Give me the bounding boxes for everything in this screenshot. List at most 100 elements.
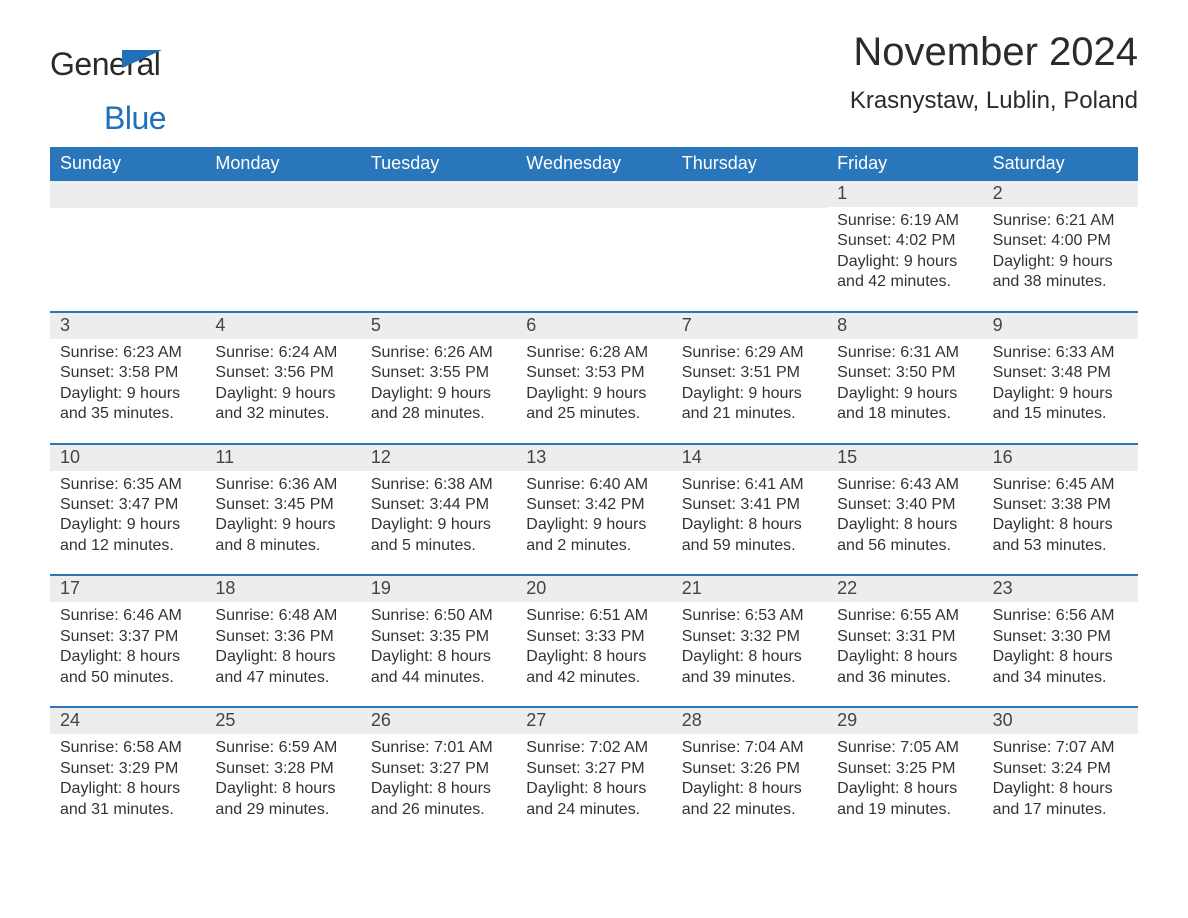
daylight-line1: Daylight: 9 hours: [371, 384, 506, 404]
day-number: 30: [983, 708, 1138, 734]
day-number: 13: [516, 445, 671, 471]
calendar-day: 27Sunrise: 7:02 AMSunset: 3:27 PMDayligh…: [516, 708, 671, 838]
sunrise: Sunrise: 6:45 AM: [993, 475, 1128, 495]
sunrise: Sunrise: 6:46 AM: [60, 606, 195, 626]
empty-day-bar: [361, 181, 516, 208]
calendar-day: 5Sunrise: 6:26 AMSunset: 3:55 PMDaylight…: [361, 313, 516, 443]
calendar-day: [516, 181, 671, 311]
day-body: Sunrise: 7:02 AMSunset: 3:27 PMDaylight:…: [516, 734, 671, 820]
day-number: 6: [516, 313, 671, 339]
sunrise: Sunrise: 6:24 AM: [215, 343, 350, 363]
calendar-week: 17Sunrise: 6:46 AMSunset: 3:37 PMDayligh…: [50, 574, 1138, 706]
day-body: Sunrise: 6:43 AMSunset: 3:40 PMDaylight:…: [827, 471, 982, 557]
daylight-line2: and 15 minutes.: [993, 404, 1128, 424]
sunset: Sunset: 3:58 PM: [60, 363, 195, 383]
calendar-day: [361, 181, 516, 311]
sunset: Sunset: 3:50 PM: [837, 363, 972, 383]
day-number: 26: [361, 708, 516, 734]
sunset: Sunset: 3:41 PM: [682, 495, 817, 515]
day-number: 12: [361, 445, 516, 471]
sunrise: Sunrise: 6:59 AM: [215, 738, 350, 758]
sunset: Sunset: 3:30 PM: [993, 627, 1128, 647]
calendar-day: 11Sunrise: 6:36 AMSunset: 3:45 PMDayligh…: [205, 445, 360, 575]
calendar-week: 1Sunrise: 6:19 AMSunset: 4:02 PMDaylight…: [50, 181, 1138, 311]
sunset: Sunset: 3:44 PM: [371, 495, 506, 515]
sunrise: Sunrise: 6:21 AM: [993, 211, 1128, 231]
sunset: Sunset: 3:45 PM: [215, 495, 350, 515]
daylight-line2: and 56 minutes.: [837, 536, 972, 556]
daylight-line1: Daylight: 9 hours: [993, 252, 1128, 272]
sunset: Sunset: 3:32 PM: [682, 627, 817, 647]
sunrise: Sunrise: 6:53 AM: [682, 606, 817, 626]
daylight-line1: Daylight: 8 hours: [371, 779, 506, 799]
calendar-day: 13Sunrise: 6:40 AMSunset: 3:42 PMDayligh…: [516, 445, 671, 575]
day-body: Sunrise: 7:05 AMSunset: 3:25 PMDaylight:…: [827, 734, 982, 820]
calendar-day: 24Sunrise: 6:58 AMSunset: 3:29 PMDayligh…: [50, 708, 205, 838]
daylight-line2: and 22 minutes.: [682, 800, 817, 820]
location-text: Krasnystaw, Lublin, Poland: [850, 87, 1138, 115]
calendar-day: 6Sunrise: 6:28 AMSunset: 3:53 PMDaylight…: [516, 313, 671, 443]
daylight-line2: and 12 minutes.: [60, 536, 195, 556]
daylight-line2: and 50 minutes.: [60, 668, 195, 688]
title-block: November 2024 Krasnystaw, Lublin, Poland: [850, 30, 1138, 115]
daylight-line1: Daylight: 8 hours: [60, 647, 195, 667]
sunset: Sunset: 3:33 PM: [526, 627, 661, 647]
empty-day-bar: [205, 181, 360, 208]
calendar-day: 25Sunrise: 6:59 AMSunset: 3:28 PMDayligh…: [205, 708, 360, 838]
sunrise: Sunrise: 6:26 AM: [371, 343, 506, 363]
daylight-line1: Daylight: 9 hours: [215, 515, 350, 535]
daylight-line1: Daylight: 8 hours: [993, 779, 1128, 799]
sunset: Sunset: 3:29 PM: [60, 759, 195, 779]
sunrise: Sunrise: 6:56 AM: [993, 606, 1128, 626]
day-number: 22: [827, 576, 982, 602]
weekday-saturday: Saturday: [983, 147, 1138, 181]
sunset: Sunset: 3:42 PM: [526, 495, 661, 515]
day-body: Sunrise: 6:58 AMSunset: 3:29 PMDaylight:…: [50, 734, 205, 820]
day-body: Sunrise: 6:26 AMSunset: 3:55 PMDaylight:…: [361, 339, 516, 425]
daylight-line1: Daylight: 9 hours: [837, 384, 972, 404]
day-body: Sunrise: 6:53 AMSunset: 3:32 PMDaylight:…: [672, 602, 827, 688]
daylight-line1: Daylight: 8 hours: [682, 647, 817, 667]
empty-day-bar: [516, 181, 671, 208]
flag-icon: [122, 50, 162, 68]
sunrise: Sunrise: 6:35 AM: [60, 475, 195, 495]
day-number: 3: [50, 313, 205, 339]
daylight-line1: Daylight: 9 hours: [993, 384, 1128, 404]
calendar-day: 22Sunrise: 6:55 AMSunset: 3:31 PMDayligh…: [827, 576, 982, 706]
day-number: 7: [672, 313, 827, 339]
day-body: Sunrise: 6:24 AMSunset: 3:56 PMDaylight:…: [205, 339, 360, 425]
daylight-line2: and 29 minutes.: [215, 800, 350, 820]
weekday-thursday: Thursday: [672, 147, 827, 181]
day-number: 11: [205, 445, 360, 471]
calendar-day: 9Sunrise: 6:33 AMSunset: 3:48 PMDaylight…: [983, 313, 1138, 443]
sunrise: Sunrise: 7:05 AM: [837, 738, 972, 758]
day-body: Sunrise: 6:19 AMSunset: 4:02 PMDaylight:…: [827, 207, 982, 293]
weekday-friday: Friday: [827, 147, 982, 181]
day-number: 29: [827, 708, 982, 734]
sunrise: Sunrise: 6:58 AM: [60, 738, 195, 758]
calendar: Sunday Monday Tuesday Wednesday Thursday…: [50, 147, 1138, 838]
day-number: 23: [983, 576, 1138, 602]
daylight-line2: and 32 minutes.: [215, 404, 350, 424]
sunrise: Sunrise: 7:07 AM: [993, 738, 1128, 758]
calendar-day: 4Sunrise: 6:24 AMSunset: 3:56 PMDaylight…: [205, 313, 360, 443]
weekday-sunday: Sunday: [50, 147, 205, 181]
day-number: 25: [205, 708, 360, 734]
calendar-day: 29Sunrise: 7:05 AMSunset: 3:25 PMDayligh…: [827, 708, 982, 838]
daylight-line2: and 39 minutes.: [682, 668, 817, 688]
day-body: Sunrise: 6:50 AMSunset: 3:35 PMDaylight:…: [361, 602, 516, 688]
day-number: 24: [50, 708, 205, 734]
calendar-day: 18Sunrise: 6:48 AMSunset: 3:36 PMDayligh…: [205, 576, 360, 706]
daylight-line1: Daylight: 9 hours: [526, 384, 661, 404]
daylight-line2: and 31 minutes.: [60, 800, 195, 820]
day-number: 15: [827, 445, 982, 471]
calendar-week: 10Sunrise: 6:35 AMSunset: 3:47 PMDayligh…: [50, 443, 1138, 575]
day-number: 1: [827, 181, 982, 207]
day-body: Sunrise: 6:21 AMSunset: 4:00 PMDaylight:…: [983, 207, 1138, 293]
day-body: Sunrise: 6:23 AMSunset: 3:58 PMDaylight:…: [50, 339, 205, 425]
day-body: Sunrise: 6:40 AMSunset: 3:42 PMDaylight:…: [516, 471, 671, 557]
weeks-container: 1Sunrise: 6:19 AMSunset: 4:02 PMDaylight…: [50, 181, 1138, 838]
calendar-day: 2Sunrise: 6:21 AMSunset: 4:00 PMDaylight…: [983, 181, 1138, 311]
sunset: Sunset: 3:55 PM: [371, 363, 506, 383]
calendar-day: 16Sunrise: 6:45 AMSunset: 3:38 PMDayligh…: [983, 445, 1138, 575]
